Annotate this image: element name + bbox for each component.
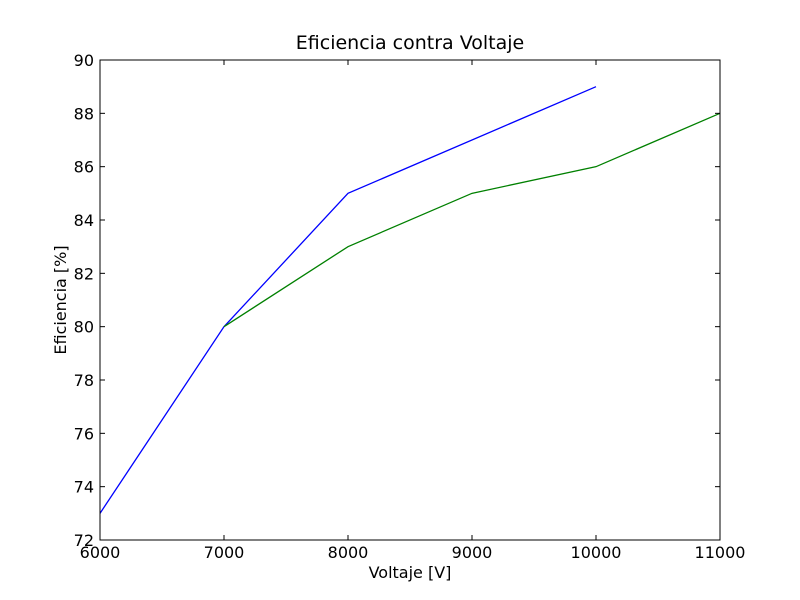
x-tick-label: 10000 [571,543,622,562]
x-tick-label: 6000 [80,543,121,562]
x-axis-title: Voltaje [V] [369,563,452,582]
chart-title: Eficiencia contra Voltaje [296,32,524,54]
plot-frame [99,59,721,541]
series-layer [99,86,721,514]
y-axis-title: Eficiencia [%] [51,245,70,354]
y-tick-label: 88 [74,104,94,123]
x-tick-label: 8000 [328,543,369,562]
y-tick-label: 90 [74,51,94,70]
tick-layer: 6000 7000 8000 9000 10000 11000 72 74 76 78 80 82 84… [74,51,746,562]
y-tick-label: 86 [74,158,94,177]
x-tick-label: 11000 [695,543,746,562]
x-tick-label: 7000 [204,543,245,562]
y-tick-label: 76 [74,424,94,443]
series-line-1 [99,86,597,514]
y-tick-label: 78 [74,371,94,390]
y-tick-label: 72 [74,531,94,550]
series-line-2 [223,112,721,328]
y-tick-label: 74 [74,478,94,497]
y-tick-label: 82 [74,264,94,283]
y-tick-label: 80 [74,318,94,337]
x-tick-label: 9000 [452,543,493,562]
y-tick-label: 84 [74,211,94,230]
